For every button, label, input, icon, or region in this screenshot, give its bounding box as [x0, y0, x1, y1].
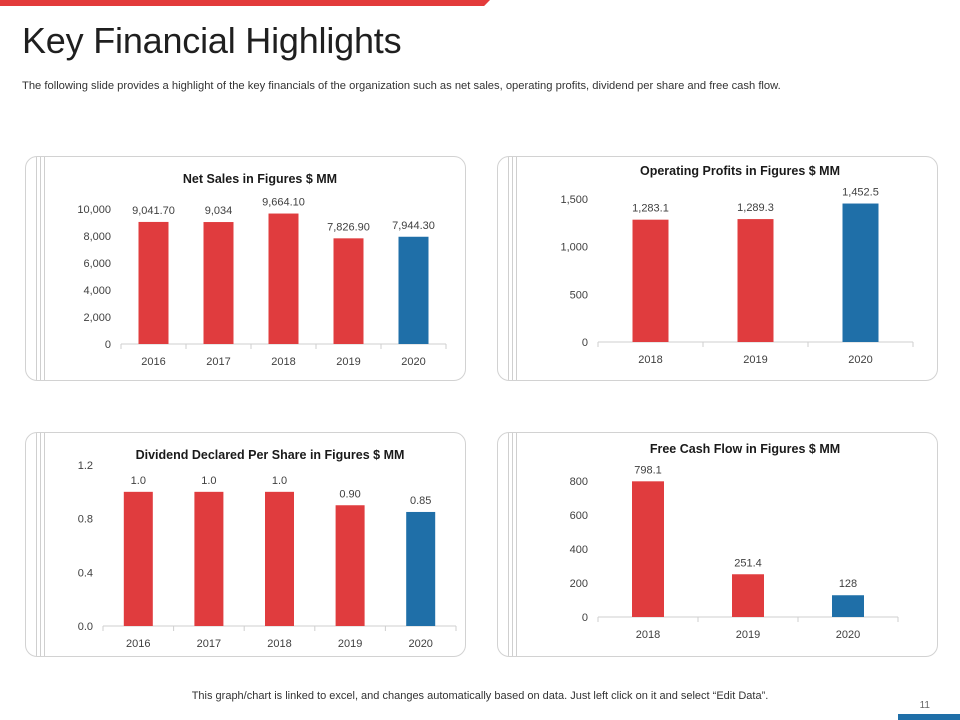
bar-2020 — [398, 236, 429, 344]
x-tick-label: 2016 — [126, 638, 150, 650]
x-tick-label: 2018 — [636, 629, 660, 641]
data-label: 251.4 — [734, 557, 762, 569]
y-tick-label: 1.2 — [78, 460, 93, 472]
chart-title: Free Cash Flow in Figures $ MM — [650, 442, 840, 456]
x-tick-label: 2019 — [743, 354, 767, 366]
dividend-chart[interactable]: Dividend Declared Per Share in Figures $… — [26, 433, 465, 656]
y-tick-label: 400 — [570, 544, 588, 556]
data-label: 9,034 — [205, 205, 233, 217]
dividend-panel[interactable]: Dividend Declared Per Share in Figures $… — [25, 432, 466, 657]
y-tick-label: 2,000 — [83, 312, 111, 324]
data-label: 9,041.70 — [132, 205, 175, 217]
panel-stripes — [36, 157, 48, 380]
x-tick-label: 2017 — [197, 638, 221, 650]
bar-2018 — [632, 481, 664, 617]
bar-2019 — [732, 574, 764, 617]
data-label: 1,283.1 — [632, 203, 669, 215]
data-label: 0.85 — [410, 495, 431, 507]
y-tick-label: 1,500 — [560, 194, 588, 206]
x-tick-label: 2016 — [141, 356, 165, 368]
x-tick-label: 2020 — [836, 629, 860, 641]
bar-2019 — [333, 238, 364, 344]
free-cash-flow-chart[interactable]: Free Cash Flow in Figures $ MM 0 200 400 600… — [498, 433, 937, 656]
slide-title: Key Financial Highlights — [22, 20, 402, 61]
bar-2020 — [842, 203, 879, 342]
y-tick-label: 8,000 — [83, 231, 111, 243]
y-tick-label: 800 — [570, 476, 588, 488]
chart-title: Dividend Declared Per Share in Figures $… — [136, 448, 405, 462]
data-label: 7,826.90 — [327, 221, 370, 233]
bar-2017 — [203, 222, 234, 344]
y-tick-label: 0.0 — [78, 621, 93, 633]
x-tick-label: 2020 — [408, 638, 432, 650]
x-tick-label: 2020 — [848, 354, 872, 366]
operating-profits-panel[interactable]: Operating Profits in Figures $ MM 0 500 1,0… — [497, 156, 938, 381]
data-label: 1,452.5 — [842, 187, 879, 199]
bar-2019 — [737, 219, 774, 342]
x-tick-label: 2018 — [271, 356, 295, 368]
y-tick-label: 6,000 — [83, 258, 111, 270]
y-tick-label: 1,000 — [560, 242, 588, 254]
y-tick-label: 0 — [582, 612, 588, 624]
bar-2020 — [832, 595, 864, 617]
bar-2017 — [194, 491, 224, 626]
bar-2018 — [265, 491, 294, 626]
data-label: 9,664.10 — [262, 197, 305, 209]
x-tick-label: 2018 — [638, 354, 662, 366]
free-cash-flow-panel[interactable]: Free Cash Flow in Figures $ MM 0 200 400 600… — [497, 432, 938, 657]
bar-2016 — [138, 221, 169, 344]
net-sales-panel[interactable]: Net Sales in Figures $ MM 0 2,000 4,000 6,00… — [25, 156, 466, 381]
data-label: 7,944.30 — [392, 220, 435, 232]
slide-subtitle: The following slide provides a highlight… — [22, 80, 781, 92]
data-label: 1.0 — [131, 475, 146, 487]
data-label: 1.0 — [201, 475, 216, 487]
y-tick-label: 10,000 — [77, 204, 111, 216]
y-tick-label: 0 — [105, 339, 111, 351]
x-tick-label: 2018 — [267, 638, 291, 650]
chart-title: Operating Profits in Figures $ MM — [640, 164, 840, 178]
chart-title: Net Sales in Figures $ MM — [183, 172, 337, 186]
data-label: 1,289.3 — [737, 202, 774, 214]
panel-stripes — [508, 157, 520, 380]
data-label: 0.90 — [339, 488, 360, 500]
corner-accent — [898, 714, 960, 720]
net-sales-chart[interactable]: Net Sales in Figures $ MM 0 2,000 4,000 6,00… — [26, 157, 465, 380]
footer-note: This graph/chart is linked to excel, and… — [191, 690, 769, 702]
top-accent-bar — [0, 0, 490, 6]
y-tick-label: 4,000 — [83, 285, 111, 297]
y-tick-label: 0.4 — [78, 567, 93, 579]
y-tick-label: 200 — [570, 578, 588, 590]
x-tick-label: 2020 — [401, 356, 425, 368]
bar-2020 — [406, 511, 436, 626]
x-tick-label: 2019 — [338, 638, 362, 650]
bar-2018 — [268, 213, 299, 344]
y-tick-label: 600 — [570, 510, 588, 522]
data-label: 128 — [839, 578, 857, 590]
page-number: 11 — [919, 700, 930, 711]
x-tick-label: 2019 — [736, 629, 760, 641]
bar-2019 — [335, 505, 365, 626]
data-label: 1.0 — [272, 475, 287, 487]
y-tick-label: 500 — [570, 289, 588, 301]
x-tick-label: 2019 — [336, 356, 360, 368]
x-tick-label: 2017 — [206, 356, 230, 368]
data-label: 798.1 — [634, 464, 662, 476]
y-tick-label: 0 — [582, 337, 588, 349]
y-tick-label: 0.8 — [78, 514, 93, 526]
bar-2016 — [123, 491, 153, 626]
bar-2018 — [632, 219, 669, 342]
operating-profits-chart[interactable]: Operating Profits in Figures $ MM 0 500 1,0… — [498, 157, 937, 380]
panel-stripes — [508, 433, 520, 656]
panel-stripes — [36, 433, 48, 656]
